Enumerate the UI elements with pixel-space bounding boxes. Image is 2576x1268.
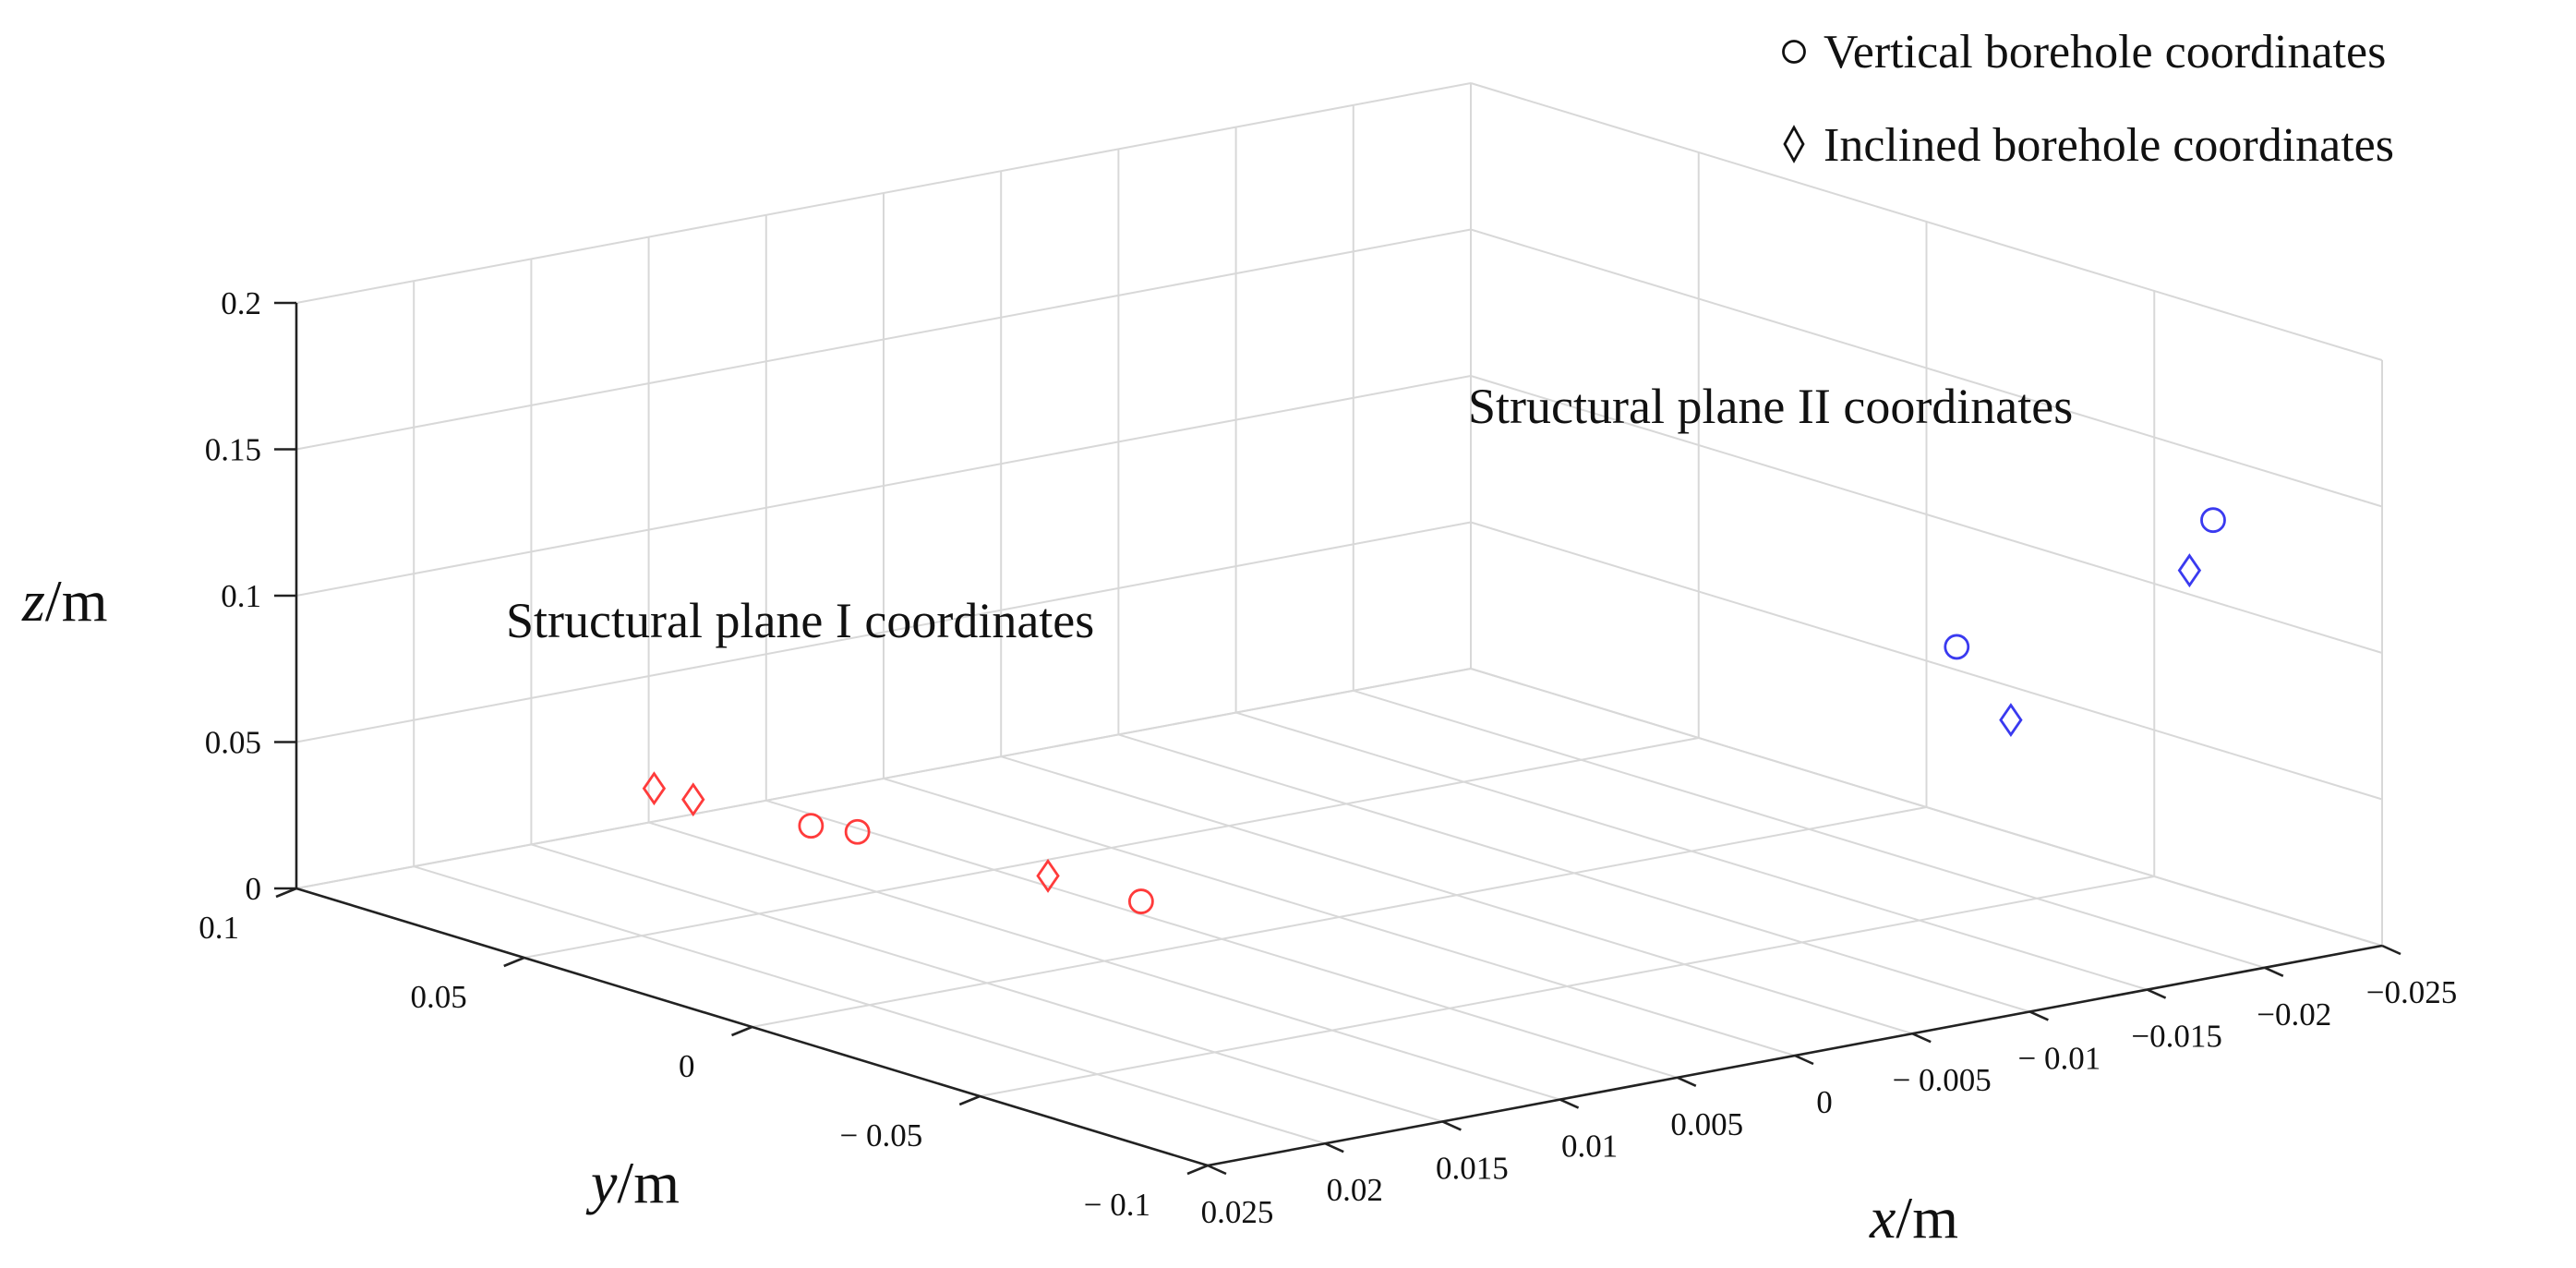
grid-lines xyxy=(295,82,2383,1166)
data-point-circle xyxy=(1127,888,1154,914)
grid-line-wall-left-h xyxy=(295,521,1472,743)
x-tick xyxy=(1794,1054,1814,1066)
x-tick xyxy=(1324,1142,1344,1153)
data-point-diamond xyxy=(681,782,705,817)
z-axis-unit: /m xyxy=(45,568,108,634)
x-tick xyxy=(1441,1120,1462,1131)
x-tick-label: −0.02 xyxy=(2257,996,2331,1033)
z-tick-label: 0.05 xyxy=(205,725,261,761)
x-tick-label: 0.02 xyxy=(1327,1172,1383,1208)
x-tick xyxy=(1559,1098,1580,1109)
x-tick-label: 0.015 xyxy=(1436,1150,1509,1186)
data-point-diamond xyxy=(642,771,667,806)
annotation-plane-1: Structural plane I coordinates xyxy=(506,593,1094,648)
z-tick-label: 0.15 xyxy=(205,432,261,468)
grid-line-wall-right-h xyxy=(1470,668,2383,947)
data-point-circle xyxy=(844,818,871,845)
x-tick xyxy=(2028,1010,2049,1021)
x-tick-label: − 0.005 xyxy=(1893,1062,1992,1098)
grid-line-floor-y xyxy=(524,737,1699,959)
z-tick-label: 0.1 xyxy=(221,578,261,614)
data-point-circle xyxy=(1944,634,1970,660)
y-tick-label: − 0.1 xyxy=(1084,1187,1150,1223)
x-tick xyxy=(2147,988,2167,999)
data-point-circle xyxy=(2200,507,2226,534)
y-axis-label: y/m xyxy=(585,1150,680,1215)
y-tick xyxy=(731,1025,752,1037)
x-tick-label: −0.025 xyxy=(2366,974,2458,1010)
y-tick xyxy=(275,887,297,899)
grid-line-wall-right-h xyxy=(1470,228,2383,508)
grid-line-floor-y xyxy=(752,806,1927,1028)
z-tick-label: 0.2 xyxy=(221,285,261,321)
y-tick xyxy=(503,956,525,968)
x-tick xyxy=(2381,944,2401,956)
y-tick xyxy=(1186,1164,1209,1176)
grid-line-wall-right-h xyxy=(1470,521,2383,801)
grid-line-wall-left-h xyxy=(295,82,1472,304)
y-tick-label: 0.1 xyxy=(199,910,239,946)
x-tick xyxy=(1677,1076,1697,1087)
grid-line-wall-right-h xyxy=(1470,375,2383,654)
y-tick xyxy=(958,1094,981,1106)
grid-line-wall-left-h xyxy=(295,375,1472,597)
x-tick-label: −0.015 xyxy=(2131,1019,2222,1055)
grid-line-wall-left-h xyxy=(295,228,1472,451)
grid-line-wall-left-h xyxy=(295,668,1472,889)
z-tick-label: 0 xyxy=(246,871,262,907)
legend-diamond-icon xyxy=(1783,125,1805,163)
data-point-diamond xyxy=(2177,553,2202,588)
axes xyxy=(274,301,2401,1176)
data-points xyxy=(642,507,2226,914)
x-axis-label: x/m xyxy=(1869,1185,1958,1250)
data-point-circle xyxy=(798,813,825,839)
x-tick-label: 0 xyxy=(1816,1084,1833,1120)
y-tick-label: 0.05 xyxy=(411,979,467,1015)
data-point-diamond xyxy=(1036,858,1060,893)
tick-labels: 0 0.05 0.1 0.15 0.2 0.1 0.05 0 − 0.05 − 0.1 0.025 0… xyxy=(199,285,2457,1230)
legend-circle-icon xyxy=(1782,40,1806,64)
data-point-diamond xyxy=(1999,703,2023,738)
annotation-plane-2: Structural plane II coordinates xyxy=(1468,379,2073,434)
x-tick xyxy=(1207,1164,1227,1176)
y-axis-unit: /m xyxy=(617,1150,680,1215)
x-tick-label: 0.01 xyxy=(1561,1129,1618,1165)
x-tick xyxy=(1911,1033,1932,1044)
y-tick-label: − 0.05 xyxy=(840,1117,923,1153)
y-axis-var: y xyxy=(585,1150,618,1215)
legend-label-vertical: Vertical borehole coordinates xyxy=(1824,26,2386,78)
x-tick-label: − 0.01 xyxy=(2018,1040,2101,1076)
y-tick-label: 0 xyxy=(679,1048,695,1084)
x-tick xyxy=(2264,966,2284,977)
legend-label-inclined: Inclined borehole coordinates xyxy=(1824,119,2394,172)
z-axis-var: z xyxy=(21,568,45,634)
grid-line-floor-y xyxy=(980,876,2155,1097)
x-tick-label: 0.025 xyxy=(1201,1194,1274,1230)
x-axis-unit: /m xyxy=(1896,1185,1958,1250)
z-axis-label: z/m xyxy=(21,568,107,634)
grid-line-wall-right-h xyxy=(1470,82,2383,361)
x-tick-label: 0.005 xyxy=(1670,1106,1743,1142)
x-axis-var: x xyxy=(1869,1185,1896,1250)
legend: Vertical borehole coordinates Inclined b… xyxy=(1782,26,2394,172)
